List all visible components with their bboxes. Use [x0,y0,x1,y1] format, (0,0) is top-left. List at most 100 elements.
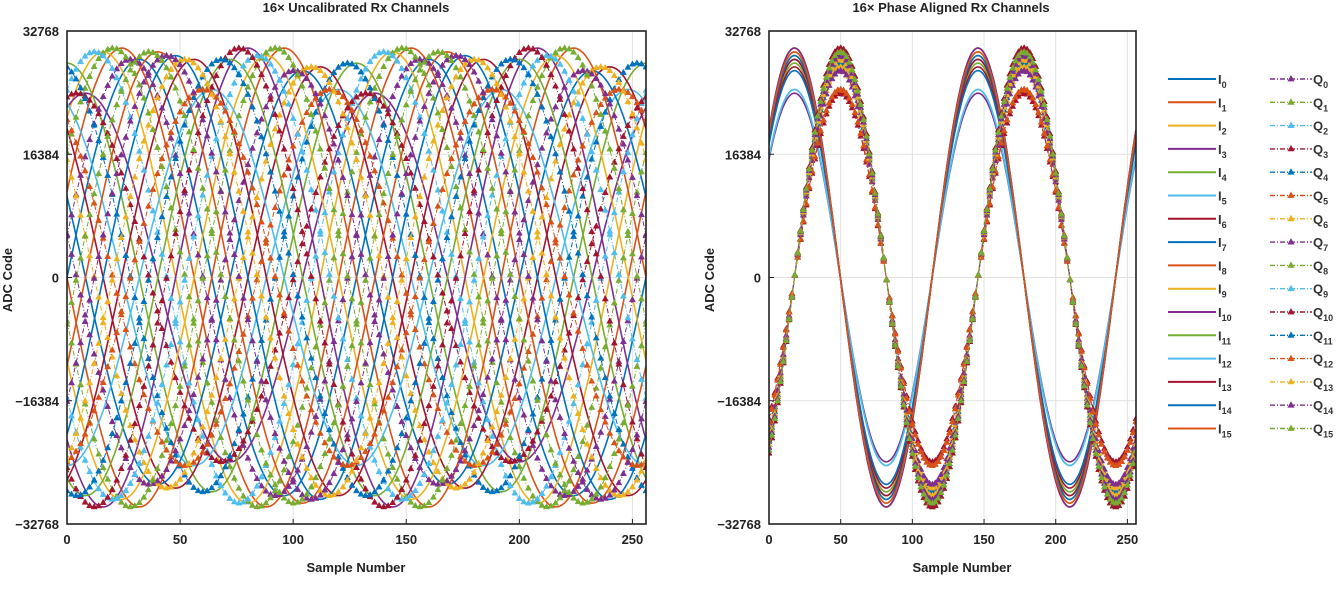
point-Q6 [244,233,252,240]
point-Q3 [239,437,247,444]
point-Q6 [493,407,501,415]
point-Q0 [457,134,465,141]
point-Q10 [113,476,121,483]
point-Q10 [466,207,474,215]
point-Q14 [601,494,609,501]
point-Q10 [298,227,306,235]
point-Q0 [330,337,338,345]
point-Q6 [579,79,587,86]
x-tick-label: 150 [973,532,995,547]
point-Q11 [533,90,541,97]
point-Q6 [443,479,451,487]
point-Q4 [479,483,487,490]
point-Q5 [131,360,139,367]
point-Q8 [466,382,474,389]
point-Q5 [524,347,532,355]
point-Q7 [262,103,270,110]
point-Q15 [226,314,234,321]
point-Q7 [488,355,496,362]
point-Q3 [547,392,555,399]
point-Q15 [452,63,460,71]
point-Q9 [579,114,587,121]
point-Q9 [117,491,125,498]
point-Q1 [511,449,519,456]
point-Q0 [624,317,632,324]
point-Q1 [262,499,270,506]
point-Q3 [235,444,243,451]
point-Q9 [384,485,392,492]
point-Q8 [561,44,569,51]
point-Q0 [407,59,415,67]
point-Q3 [1037,121,1045,128]
point-Q11 [452,192,460,199]
point-Q14 [561,429,569,437]
point-Q1 [606,321,614,328]
point-Q7 [212,296,220,303]
point-Q6 [113,372,121,379]
point-Q1 [194,337,202,344]
point-Q12 [515,116,523,123]
point-Q3 [524,444,532,451]
point-Q11 [172,154,180,161]
point-Q15 [592,490,600,497]
point-Q2 [194,415,202,423]
point-Q5 [402,289,410,296]
point-Q13 [167,65,175,72]
point-Q4 [303,138,311,145]
point-Q10 [420,419,428,427]
point-Q15 [597,483,605,490]
point-Q4 [520,439,528,447]
point-Q7 [511,256,519,263]
point-Q15 [276,488,284,495]
point-Q2 [574,380,582,388]
point-Q7 [452,465,460,472]
point-Q14 [104,210,112,217]
point-Q7 [552,103,560,110]
point-Q8 [312,127,320,134]
point-Q2 [108,64,116,71]
point-Q14 [262,396,270,403]
y-tick-label: 32768 [725,24,761,39]
point-Q6 [262,157,270,164]
point-Q8 [583,70,591,77]
point-Q3 [407,169,415,176]
point-Q14 [267,413,275,420]
point-Q1 [493,379,501,386]
x-tick-label: 250 [622,532,644,547]
point-Q15 [194,164,202,171]
point-Q0 [398,72,406,79]
point-Q6 [77,211,85,218]
point-Q14 [285,468,293,476]
point-Q9 [452,361,460,368]
point-Q12 [339,460,347,467]
point-Q1 [475,293,483,300]
point-Q7 [172,447,180,454]
point-Q15 [312,473,320,481]
x-tick-label: 250 [1117,532,1139,547]
point-Q15 [375,210,383,218]
y-tick-label: 0 [52,271,59,286]
point-Q10 [176,207,184,215]
point-Q8 [461,401,469,409]
point-Q15 [262,459,270,466]
point-Q6 [597,62,605,70]
point-Q5 [561,203,569,211]
point-Q4 [248,375,256,382]
point-Q1 [158,162,166,169]
point-Q10 [325,360,333,367]
point-Q5 [221,394,229,401]
point-Q12 [398,346,406,353]
point-Q11 [149,255,157,262]
point-Q9 [610,248,618,256]
point-Q4 [343,59,351,66]
point-Q2 [271,433,279,441]
point-Q7 [99,386,107,393]
point-Q12 [420,255,428,263]
point-Q14 [515,229,523,236]
point-Q11 [592,334,600,341]
point-Q13 [203,79,211,87]
plot-area [769,44,1136,510]
point-Q7 [457,457,465,464]
point-Q5 [262,239,270,246]
point-Q10 [239,45,247,52]
